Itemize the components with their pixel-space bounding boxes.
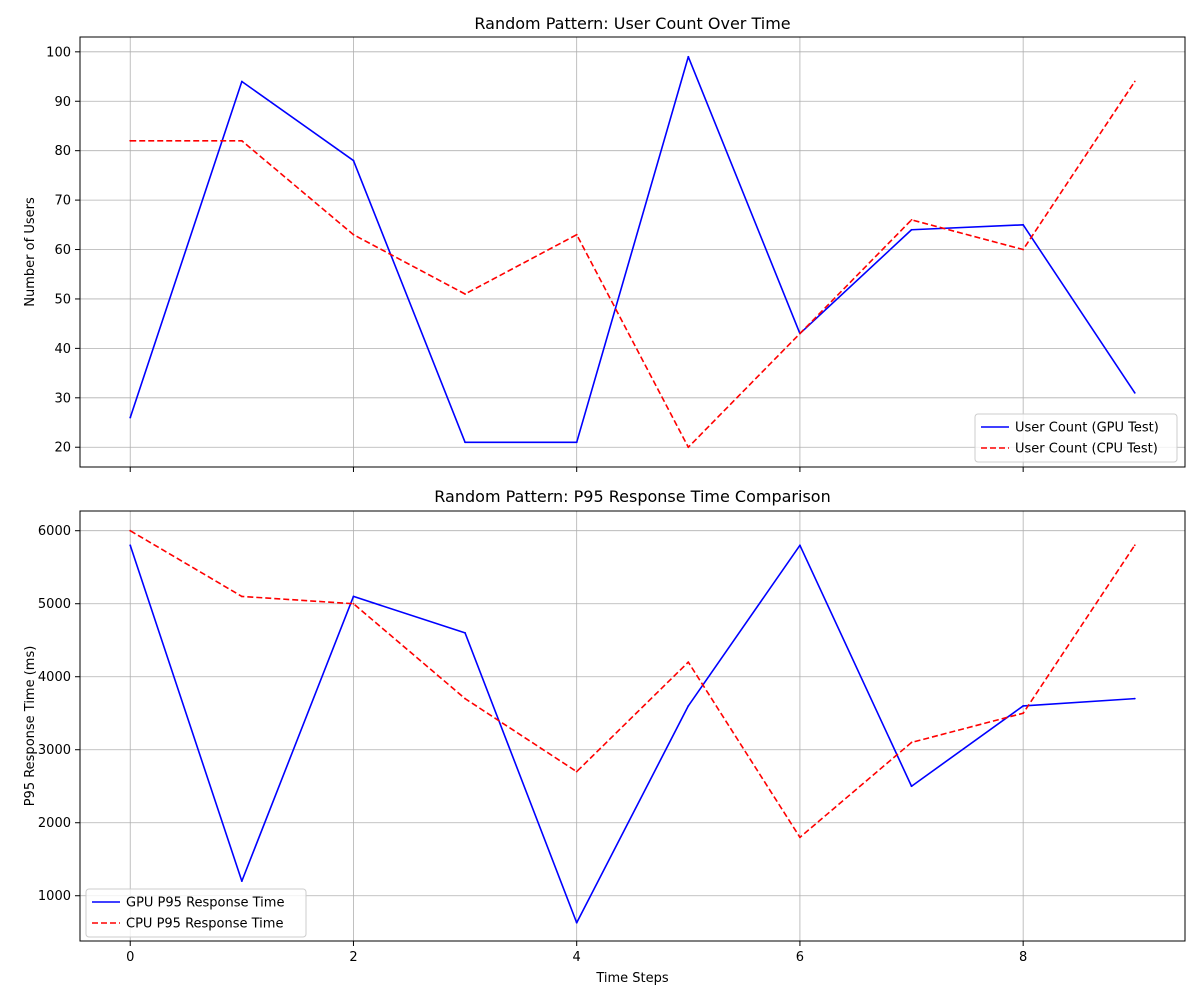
y-tick-label: 2000 [38,816,71,831]
y-tick-label: 4000 [38,670,71,685]
data-point [799,836,801,839]
data-point [129,416,132,419]
x-tick-label: 0 [126,950,134,965]
legend: User Count (GPU Test) User Count (CPU Tes… [974,413,1178,463]
chart-title: Random Pattern: P95 Response Time Compar… [434,487,830,506]
series-line [129,544,1135,924]
y-tick-label: 60 [54,243,71,258]
legend: GPU P95 Response Time CPU P95 Response Ti… [85,888,307,938]
legend-label: User Count (CPU Test) [1015,442,1158,457]
y-axis-ticks: 1000 2000 3000 4000 5000 6000 [38,524,80,904]
data-point [1022,248,1025,251]
data-point [575,233,578,236]
data-point [129,139,132,142]
axes-frame [79,510,1186,942]
y-axis-label: Number of Users [23,197,38,307]
data-point [910,785,913,788]
x-tick-label: 2 [349,950,357,965]
data-point [1133,80,1136,83]
data-point [464,632,466,634]
y-tick-label: 90 [54,95,71,110]
data-point [464,293,466,295]
data-point [240,139,243,142]
data-point [910,218,913,221]
legend-box [974,413,1178,463]
series-gpu [129,544,1136,924]
data-point [575,921,578,924]
y-tick-label: 5000 [38,597,71,612]
y-tick-label: 3000 [38,743,71,758]
x-tick-label: 4 [573,950,581,965]
y-tick-label: 1000 [38,889,71,904]
data-point [687,705,690,707]
data-point [575,441,578,444]
data-point [687,55,690,58]
legend-label: GPU P95 Response Time [126,896,284,911]
x-tick-label: 8 [1019,950,1027,965]
series-line [129,55,1136,444]
data-point [799,332,801,335]
y-tick-label: 50 [54,292,71,307]
x-axis-label: Time Steps [595,971,669,986]
data-point [687,661,690,664]
data-point [240,80,243,83]
y-tick-label: 100 [46,45,71,60]
data-point [687,446,690,449]
series-line [130,81,1136,449]
data-point [1133,391,1136,394]
data-point [464,697,466,700]
series-cpu [129,80,1136,449]
chart-title: Random Pattern: User Count Over Time [474,14,790,33]
data-point [464,441,466,444]
chart-user-count: 20 30 40 50 60 70 80 90 100 Random Pattern: User … [23,14,1186,472]
data-point [129,529,132,532]
data-point [1022,712,1025,715]
y-tick-label: 40 [54,342,71,357]
axes-frame [79,36,1186,468]
series-cpu [129,529,1136,839]
legend-label: CPU P95 Response Time [126,917,283,932]
data-point [1022,223,1025,226]
chart-p95-response-time: 0 2 4 6 8 1000 2000 3000 4000 5000 6000 Random Patt… [23,487,1186,986]
data-point [352,602,355,605]
data-point [352,159,355,162]
y-tick-label: 20 [54,441,71,456]
data-point [575,770,578,773]
plot-area [80,511,1185,941]
y-tick-label: 30 [54,391,71,406]
data-point [129,544,132,547]
legend-label: User Count (GPU Test) [1015,421,1159,436]
data-point [910,228,913,231]
y-tick-label: 6000 [38,524,71,539]
y-axis-label: P95 Response Time (ms) [23,646,38,807]
series-line [129,530,1136,839]
x-axis-ticks: 0 2 4 6 8 [126,941,1027,965]
y-tick-label: 70 [54,194,71,209]
y-tick-label: 80 [54,144,71,159]
y-axis-ticks: 20 30 40 50 60 70 80 90 100 [46,45,80,456]
series-gpu [129,55,1136,444]
x-tick-label: 6 [796,950,804,965]
data-point [240,595,243,598]
data-point [1133,544,1136,547]
x-axis-ticks [129,467,1024,472]
data-point [1022,705,1025,707]
data-point [352,233,355,236]
data-point [240,880,243,883]
legend-box [85,888,307,938]
data-point [352,595,355,598]
data-point [1133,697,1136,700]
data-point [799,544,801,547]
data-point [910,741,913,744]
